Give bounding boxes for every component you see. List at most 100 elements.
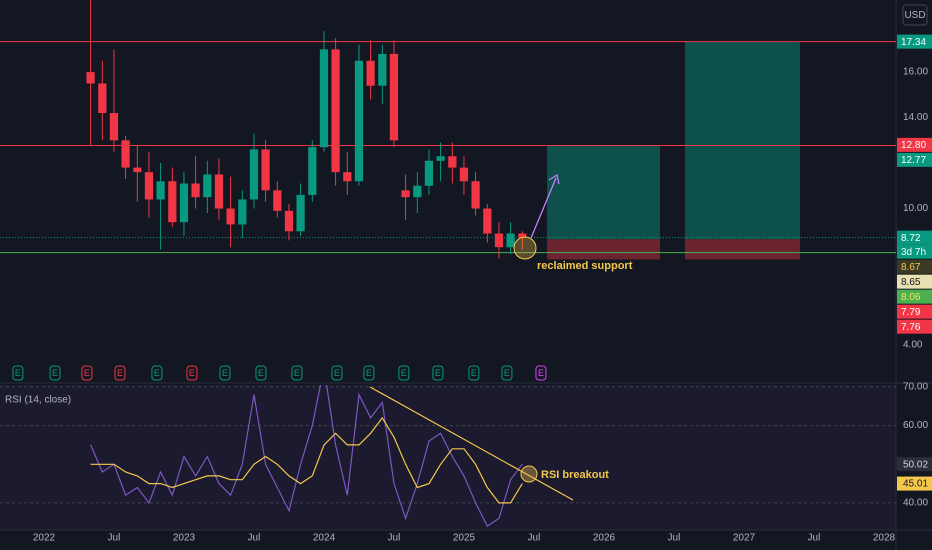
x-tick-label: 2028 (873, 533, 896, 544)
earnings-icon (331, 365, 343, 381)
currency[interactable]: USD (904, 10, 925, 21)
rsi-breakout-label: RSI breakout (541, 469, 609, 481)
earnings-icon (49, 365, 61, 381)
earnings-icon (501, 365, 513, 381)
y-tick-label: 40.00 (903, 498, 928, 509)
stop-zone (546, 239, 660, 260)
earnings-letter: E (294, 368, 300, 378)
earnings-letter: E (401, 368, 407, 378)
earnings-icon (535, 365, 547, 381)
earnings-icon (291, 365, 303, 381)
x-tick-label: 2022 (33, 533, 56, 544)
y-tick-label: 16.00 (903, 67, 928, 78)
x-tick-label: 2024 (313, 533, 336, 544)
candle-body (261, 149, 270, 191)
target-zone (546, 145, 660, 240)
price-label-box (897, 230, 932, 245)
target-zone (685, 41, 800, 240)
earnings-letter: E (189, 368, 195, 378)
support-circle (513, 236, 537, 260)
currency-button[interactable] (902, 4, 928, 26)
y-tick-label: 4.00 (903, 340, 923, 351)
candle-body (494, 233, 504, 248)
candle-body (413, 185, 422, 198)
arrow-shaft (530, 177, 557, 239)
price-label-box (897, 259, 932, 274)
candle-body (308, 147, 317, 195)
rsi-value-label: 50.02 (903, 459, 928, 470)
countdown: 3d 7h (901, 247, 926, 258)
x-tick-label: 2026 (593, 533, 616, 544)
price-label-box (897, 34, 932, 49)
rsi-value-box (897, 476, 932, 491)
candle-body (319, 49, 329, 148)
candle-body (366, 60, 375, 86)
y-tick-label: 70.00 (903, 382, 928, 393)
candle-body (483, 208, 492, 234)
earnings-letter: E (334, 368, 340, 378)
earnings-icon (151, 365, 163, 381)
earnings-letter: E (435, 368, 441, 378)
candle-body (133, 167, 142, 173)
candle-body (331, 49, 340, 173)
price-label: 8.06 (901, 292, 921, 303)
candle-body (144, 172, 154, 200)
candle-body (86, 72, 95, 84)
candle-body (191, 183, 200, 198)
rsi-line (90, 385, 523, 527)
candle-body (249, 149, 259, 200)
rsi-title: RSI (14, close) (5, 395, 71, 406)
candle-body (214, 174, 224, 209)
candle-body (401, 190, 410, 198)
earnings-icon (398, 365, 410, 381)
rsi-circle (520, 465, 538, 483)
earnings-letter: E (471, 368, 477, 378)
candle-body (459, 167, 469, 182)
price-label: 7.76 (901, 322, 921, 333)
price-label: 8.65 (901, 277, 921, 288)
candle-body (238, 199, 247, 225)
candle-body (389, 53, 399, 141)
earnings-letter: E (222, 368, 228, 378)
y-tick-label: 10.00 (903, 203, 928, 214)
candle-body (296, 194, 305, 232)
rsi-value-label: 45.01 (903, 479, 928, 490)
candle-body (156, 181, 165, 200)
earnings-letter: E (258, 368, 264, 378)
price-label-box (897, 289, 932, 304)
candle-body (168, 181, 177, 223)
price-label-box (897, 319, 932, 334)
earnings-letter: E (84, 368, 90, 378)
candle-body (179, 183, 189, 223)
earnings-icon (363, 365, 375, 381)
candle-body (506, 233, 515, 248)
x-tick-label: 2023 (173, 533, 196, 544)
earnings-icon (432, 365, 444, 381)
candle-body (518, 233, 527, 238)
stop-zone (685, 239, 800, 260)
price-label: 7.79 (901, 307, 921, 318)
earnings-letter: E (366, 368, 372, 378)
price-label: 8.72 (901, 233, 921, 244)
candle-body (226, 208, 235, 225)
candle-body (436, 156, 445, 161)
candle-body (98, 83, 107, 114)
x-tick-label: Jul (668, 533, 681, 544)
x-tick-label: Jul (248, 533, 261, 544)
earnings-icon (114, 365, 126, 381)
earnings-icon (255, 365, 267, 381)
candle-body (273, 190, 282, 211)
rsi-trendline (369, 386, 574, 501)
x-tick-label: 2027 (733, 533, 756, 544)
earnings-letter: E (117, 368, 123, 378)
price-label: 17.34 (901, 37, 926, 48)
x-tick-label: Jul (808, 533, 821, 544)
earnings-icon (219, 365, 231, 381)
earnings-letter: E (538, 368, 544, 378)
candle-body (378, 53, 387, 86)
candle-body (121, 140, 130, 168)
candle-body (448, 156, 457, 168)
earnings-letter: E (15, 368, 21, 378)
